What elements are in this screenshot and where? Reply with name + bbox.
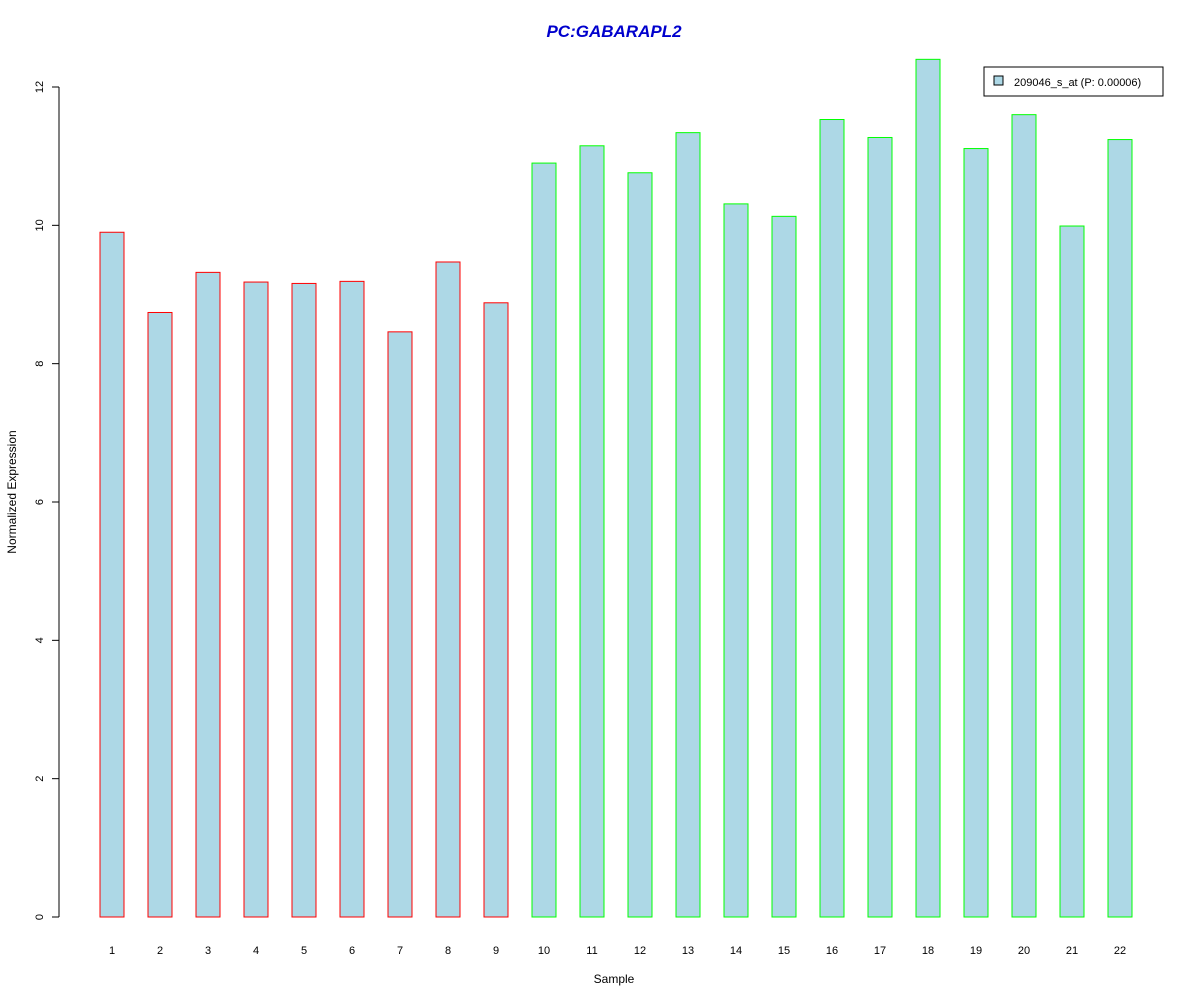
bars xyxy=(99,58,1133,918)
x-tick-label: 7 xyxy=(397,945,403,957)
bar-sample-14 xyxy=(723,203,749,918)
bar-sample-16 xyxy=(819,119,845,918)
x-tick-label: 10 xyxy=(538,945,550,957)
x-tick-label: 13 xyxy=(682,945,694,957)
y-axis-label: Normalized Expression xyxy=(5,430,19,553)
x-tick-label: 8 xyxy=(445,945,451,957)
y-tick-label: 0 xyxy=(34,914,46,920)
x-tick-label: 3 xyxy=(205,945,211,957)
x-tick-label: 21 xyxy=(1066,945,1078,957)
x-tick-label: 16 xyxy=(826,945,838,957)
bar-sample-9 xyxy=(483,302,509,918)
x-tick-label: 14 xyxy=(730,945,742,957)
x-tick-label: 12 xyxy=(634,945,646,957)
bar-sample-10 xyxy=(531,162,557,918)
bar-sample-3 xyxy=(195,271,221,918)
chart-title: PC:GABARAPL2 xyxy=(546,22,682,41)
bar-sample-6 xyxy=(339,280,365,918)
y-tick-label: 6 xyxy=(34,499,46,505)
x-tick-label: 9 xyxy=(493,945,499,957)
bar-sample-5 xyxy=(291,282,317,918)
bar-sample-7 xyxy=(387,331,413,918)
bar-sample-19 xyxy=(963,148,989,918)
x-tick-label: 19 xyxy=(970,945,982,957)
y-tick-label: 2 xyxy=(34,776,46,782)
legend: 209046_s_at (P: 0.00006) xyxy=(983,66,1164,97)
y-tick-label: 4 xyxy=(34,637,46,643)
bar-sample-2 xyxy=(147,311,173,918)
legend-swatch xyxy=(993,75,1004,86)
bar-sample-12 xyxy=(627,172,653,918)
bar-sample-15 xyxy=(771,215,797,918)
x-axis-ticks: 1 2 3 4 5 6 7 8 9 10 11 12 13 14 15 16 17 18 19 20 21 22 xyxy=(109,945,1126,957)
y-axis: 0 2 4 6 8 10 12 xyxy=(34,81,60,920)
x-tick-label: 11 xyxy=(586,945,597,957)
x-tick-label: 1 xyxy=(109,945,115,957)
bar-sample-21 xyxy=(1059,225,1085,918)
bar-sample-11 xyxy=(579,145,605,918)
x-tick-label: 17 xyxy=(874,945,886,957)
bar-sample-17 xyxy=(867,136,893,918)
bar-sample-20 xyxy=(1011,114,1037,918)
bar-sample-13 xyxy=(675,132,701,918)
x-tick-label: 4 xyxy=(253,945,259,957)
x-tick-label: 18 xyxy=(922,945,934,957)
legend-label: 209046_s_at (P: 0.00006) xyxy=(1014,77,1141,89)
y-tick-label: 12 xyxy=(34,81,46,93)
x-tick-label: 20 xyxy=(1018,945,1030,957)
x-tick-label: 15 xyxy=(778,945,790,957)
bar-sample-8 xyxy=(435,261,461,918)
bar-sample-22 xyxy=(1107,139,1133,918)
x-tick-label: 2 xyxy=(157,945,163,957)
x-tick-label: 6 xyxy=(349,945,355,957)
x-tick-label: 5 xyxy=(301,945,307,957)
legend-box xyxy=(983,66,1164,97)
y-tick-label: 8 xyxy=(34,361,46,367)
x-axis-label: Sample xyxy=(594,972,635,986)
bar-sample-18 xyxy=(915,58,941,918)
bar-sample-4 xyxy=(243,281,269,918)
y-tick-label: 10 xyxy=(34,219,46,231)
bar-sample-1 xyxy=(99,231,125,918)
x-tick-label: 22 xyxy=(1114,945,1126,957)
